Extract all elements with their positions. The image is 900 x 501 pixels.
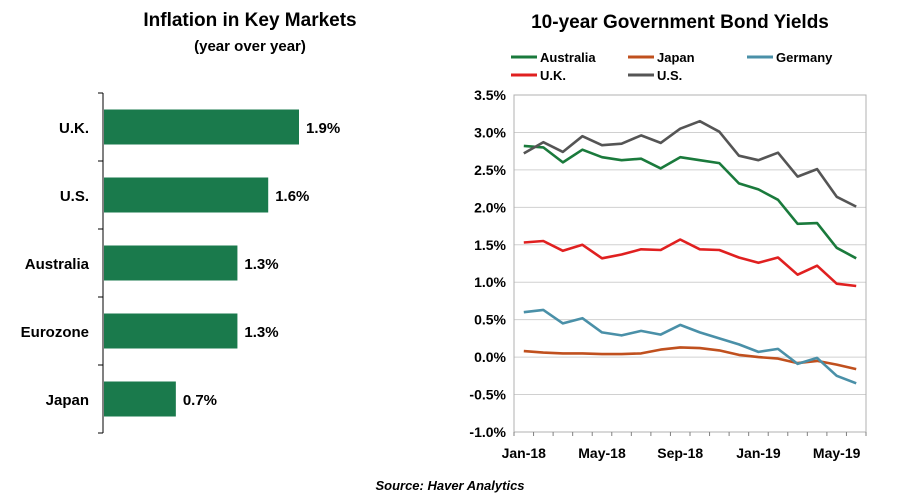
inflation-bar (104, 313, 238, 349)
series-line-germany (523, 308, 857, 385)
x-tick-label: Jan-18 (502, 445, 547, 461)
legend-label: U.S. (657, 68, 682, 83)
inflation-chart-subtitle: (year over year) (194, 38, 306, 55)
bar-value-label: 1.9% (306, 120, 340, 137)
bar-value-label: 0.7% (183, 392, 217, 409)
bar-value-label: 1.3% (244, 256, 278, 273)
y-tick-label: 0.5% (474, 312, 506, 328)
series-line-us (523, 119, 857, 208)
series-line-uk (523, 238, 857, 288)
category-label: Australia (25, 256, 90, 273)
y-tick-label: -1.0% (469, 424, 506, 440)
x-tick-label: Jan-19 (736, 445, 781, 461)
inflation-bar (104, 381, 176, 417)
legend-label: Japan (657, 50, 695, 65)
x-tick-label: May-19 (813, 445, 861, 461)
y-tick-label: 1.0% (474, 274, 506, 290)
legend-label: Australia (540, 50, 596, 65)
category-label: U.K. (59, 120, 89, 137)
series-line-australia (523, 144, 857, 260)
y-tick-label: 0.0% (474, 349, 506, 365)
inflation-bar (104, 245, 238, 281)
category-label: Japan (46, 392, 89, 409)
category-label: U.S. (60, 188, 89, 205)
y-tick-label: -0.5% (469, 387, 506, 403)
legend-label: U.K. (540, 68, 566, 83)
inflation-bar (104, 177, 269, 213)
bar-value-label: 1.6% (275, 188, 309, 205)
legend-label: Germany (776, 50, 833, 65)
x-tick-label: Sep-18 (657, 445, 703, 461)
inflation-bar (104, 109, 299, 145)
bar-value-label: 1.3% (244, 324, 278, 341)
category-label: Eurozone (21, 324, 89, 341)
source-note: Source: Haver Analytics (375, 478, 525, 493)
plot-frame (513, 94, 867, 433)
y-tick-label: 2.0% (474, 199, 506, 215)
inflation-chart-title: Inflation in Key Markets (143, 10, 357, 31)
y-tick-label: 3.0% (474, 124, 506, 140)
y-tick-label: 3.5% (474, 87, 506, 103)
series-line-japan (523, 346, 857, 371)
bond-yields-chart-title: 10-year Government Bond Yields (531, 12, 829, 33)
x-tick-label: May-18 (578, 445, 626, 461)
y-tick-label: 2.5% (474, 162, 506, 178)
y-tick-label: 1.5% (474, 237, 506, 253)
